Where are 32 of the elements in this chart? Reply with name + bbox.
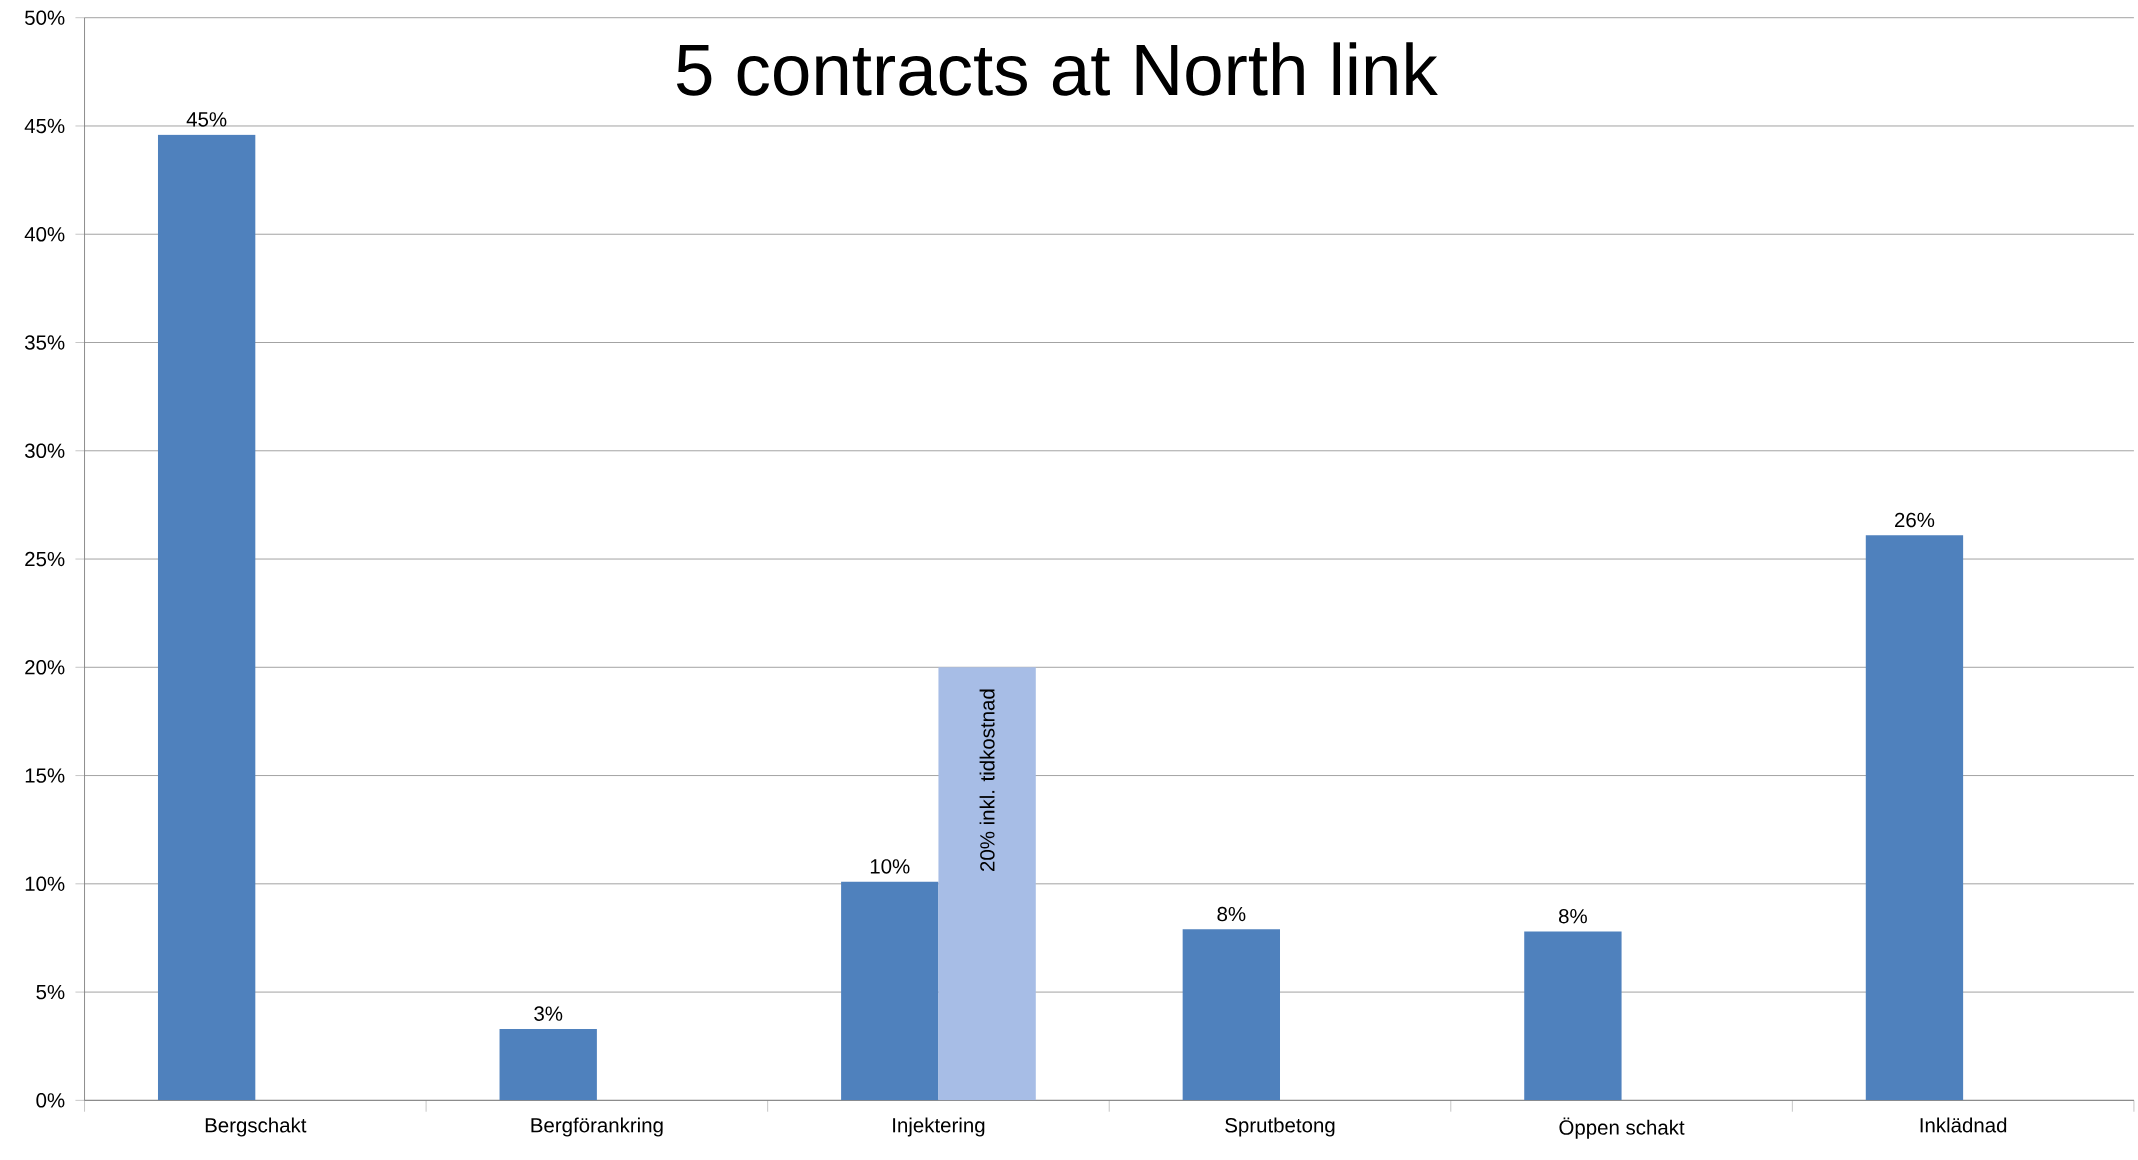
y-tick-label: 0% bbox=[36, 1092, 65, 1108]
data-label: 3% bbox=[534, 1006, 563, 1021]
x-tick-label: Inklädnad bbox=[1920, 1117, 2007, 1133]
bar bbox=[1524, 931, 1622, 1101]
y-tick-label: 5% bbox=[36, 984, 65, 1000]
bar bbox=[499, 1028, 597, 1101]
y-tick-label: 35% bbox=[24, 335, 65, 350]
data-label: 8% bbox=[1217, 906, 1246, 922]
x-tick-label: Bergförankring bbox=[531, 1117, 663, 1137]
y-tick-label: 25% bbox=[25, 551, 65, 567]
data-label: 10% bbox=[870, 858, 910, 874]
data-label: 45% bbox=[186, 112, 227, 127]
bar bbox=[841, 881, 939, 1101]
bar bbox=[1865, 535, 1964, 1101]
y-tick-label: 40% bbox=[24, 226, 65, 242]
chart-title: 5 contracts at North link bbox=[676, 42, 1438, 96]
bar bbox=[1182, 929, 1280, 1101]
data-label: 8% bbox=[1559, 908, 1587, 924]
x-tick-label: Bergschakt bbox=[205, 1117, 307, 1137]
data-label: 20% inkl. tidkostnad bbox=[979, 689, 995, 871]
y-tick-label: 10% bbox=[25, 876, 65, 891]
y-tick-label: 45% bbox=[24, 118, 65, 134]
y-tick-label: 20% bbox=[25, 659, 65, 675]
y-tick-label: 50% bbox=[25, 10, 65, 25]
x-tick-label: Öppen schakt bbox=[1559, 1117, 1685, 1139]
x-tick-label: Sprutbetong bbox=[1225, 1117, 1335, 1137]
x-tick-label: Injektering bbox=[893, 1117, 985, 1137]
data-label: 26% bbox=[1895, 512, 1935, 528]
bar bbox=[157, 134, 256, 1101]
y-tick-label: 15% bbox=[25, 768, 65, 783]
y-tick-label: 30% bbox=[24, 443, 65, 458]
bar bbox=[938, 667, 1036, 1101]
